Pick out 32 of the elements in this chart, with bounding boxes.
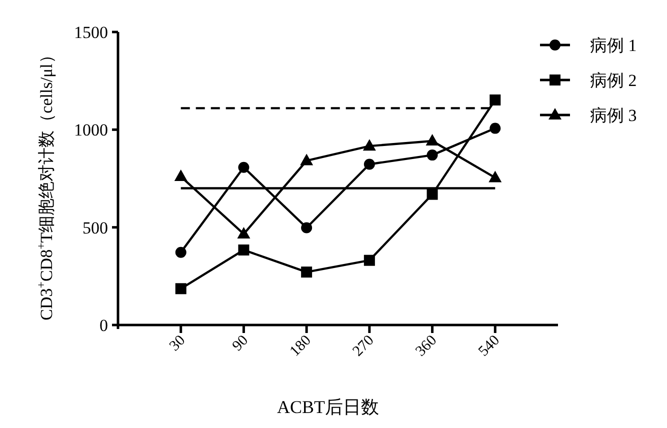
x-tick-label: 360 xyxy=(412,332,440,360)
point xyxy=(238,244,250,256)
point xyxy=(362,139,376,151)
legend-label: 病例 3 xyxy=(590,106,637,125)
x-axis-title: ACBT后日数 xyxy=(276,397,380,417)
point xyxy=(237,226,250,238)
point xyxy=(426,188,438,200)
point xyxy=(490,94,501,106)
x-tick-label: 270 xyxy=(350,332,378,360)
point xyxy=(488,170,502,182)
point xyxy=(364,254,375,266)
point xyxy=(300,154,314,166)
point xyxy=(175,283,186,294)
point xyxy=(426,134,439,146)
y-tick-label: 0 xyxy=(100,316,108,335)
point xyxy=(490,122,501,134)
point xyxy=(175,246,186,258)
point xyxy=(174,170,188,182)
y-tick-label: 500 xyxy=(82,218,108,238)
y-tick-label: 1500 xyxy=(74,23,108,42)
point xyxy=(238,162,250,173)
x-tick-label: 180 xyxy=(287,332,314,360)
legend-label: 病例 1 xyxy=(590,36,637,55)
point xyxy=(364,158,375,170)
x-tick-label: 30 xyxy=(166,332,189,354)
x-tick-label: 540 xyxy=(476,332,503,360)
legend-label: 病例 2 xyxy=(590,71,637,90)
point xyxy=(426,150,438,161)
point xyxy=(301,266,312,278)
y-tick-label: 1000 xyxy=(74,120,108,140)
x-tick-label: 90 xyxy=(230,332,252,354)
point xyxy=(301,222,312,234)
